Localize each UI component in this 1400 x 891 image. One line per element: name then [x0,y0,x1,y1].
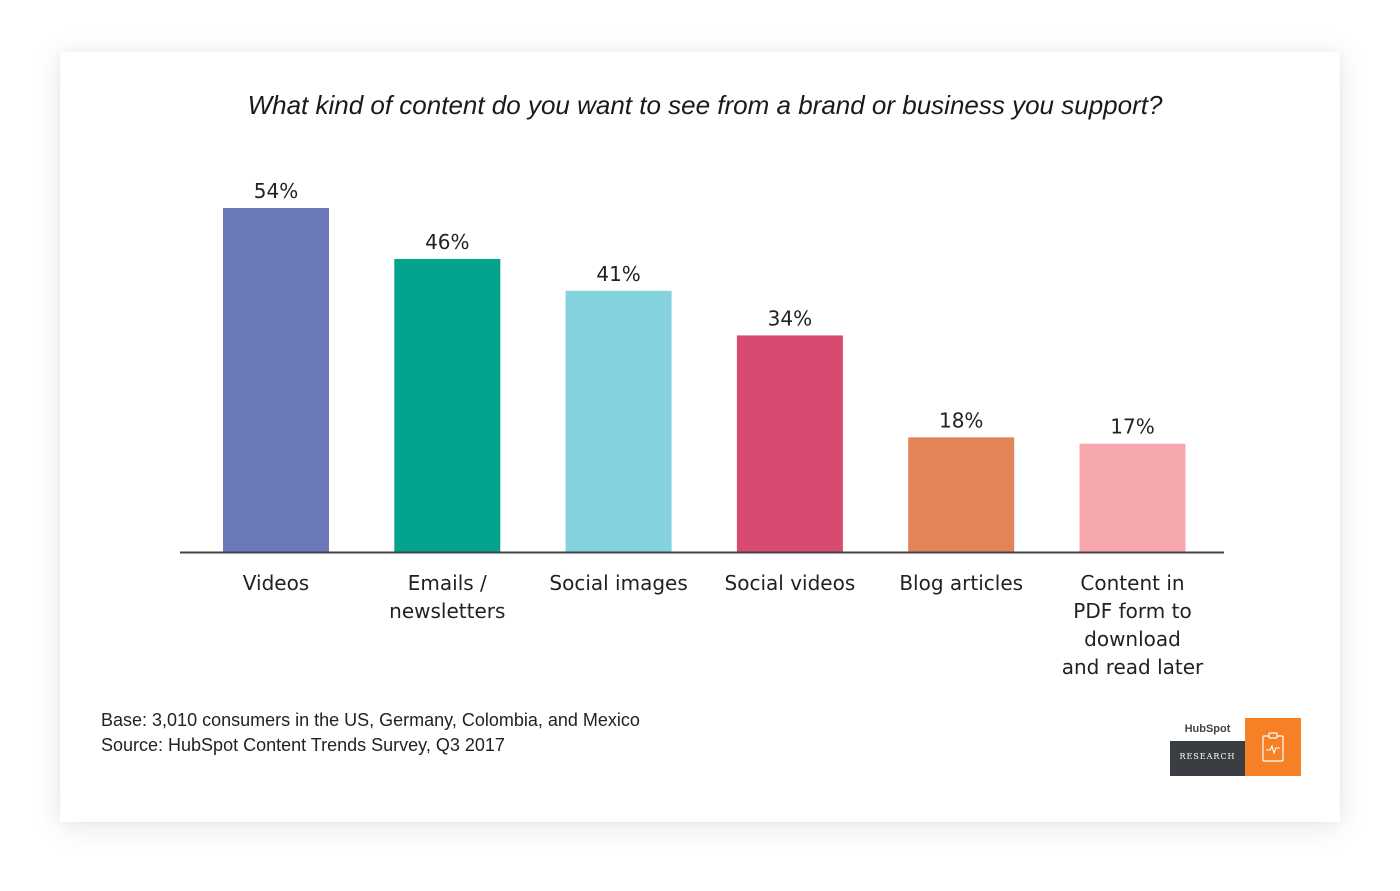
bar [1079,443,1186,552]
data-label: 41% [596,262,640,286]
x-tick-label: Blog articles [899,571,1023,595]
bar [394,258,501,552]
x-tick-label: Content in PDF form to download and read la… [1062,571,1204,679]
footnote: Base: 3,010 consumers in the US, Germany… [101,708,640,758]
x-tick-label-line: newsletters [389,599,505,623]
logo-white-panel [1170,718,1245,741]
x-tick-label-line: Social images [549,571,687,595]
logo-dark-panel [1170,741,1245,776]
x-tick-label-line: Blog articles [899,571,1023,595]
x-tick-label-line: Videos [243,571,309,595]
chart-card: What kind of content do you want to see … [60,52,1340,822]
clipboard-icon [1262,732,1284,762]
bar [736,335,843,552]
footnote-source: Source: HubSpot Content Trends Survey, Q… [101,735,505,755]
logo-research-label: RESEARCH [1179,752,1236,761]
chart-title: What kind of content do you want to see … [247,90,1163,120]
x-tick-label: Social images [549,571,687,595]
data-label: 46% [425,230,469,254]
data-label: 17% [1110,415,1154,439]
logo-brand: HubSpot [1184,723,1231,735]
x-tick-label: Emails / newsletters [389,571,505,623]
x-tick-label-line: PDF form to [1073,599,1191,623]
data-label: 18% [939,408,983,432]
x-tick-label-line: Emails / [408,571,487,595]
x-tick-label: Videos [243,571,309,595]
bar [908,437,1015,552]
x-tick-label-line: download [1084,627,1181,651]
x-tick-label-line: and read later [1062,655,1204,679]
footnote-base: Base: 3,010 consumers in the US, Germany… [101,710,640,730]
x-tick-label: Social videos [725,571,856,595]
logo-orange-panel [1245,718,1301,776]
hubspot-research-logo: HubSpot RESEARCH [1170,718,1301,776]
x-tick-label-line: Social videos [725,571,856,595]
bar-chart: 54% Videos 46% Emails / newsletters 41% Social… [180,179,1224,679]
data-label: 54% [254,179,298,203]
bar [223,208,329,552]
x-tick-label-line: Content in [1080,571,1184,595]
data-label: 34% [768,306,812,330]
bar [565,290,672,552]
